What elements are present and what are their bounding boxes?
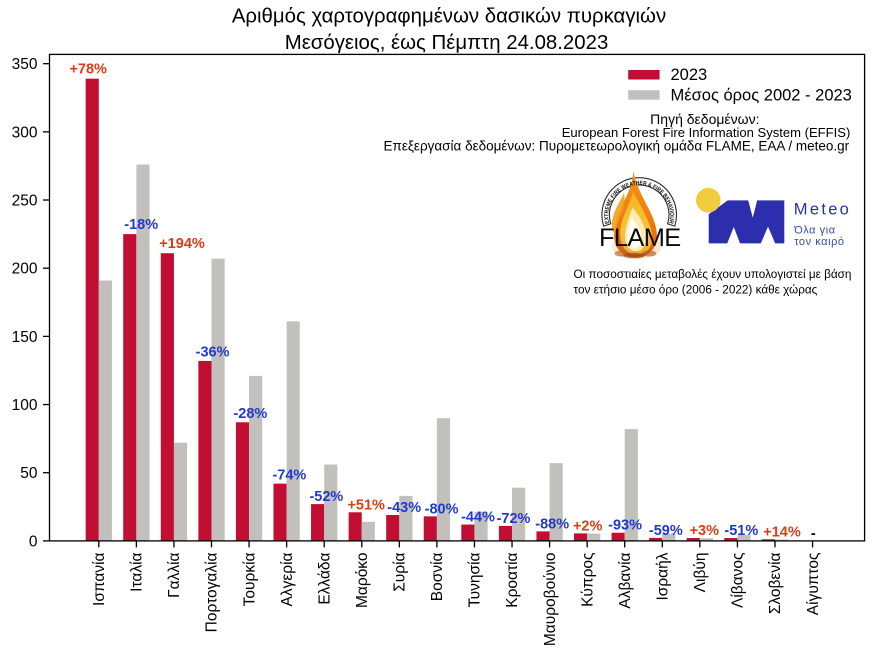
svg-text:Όλα για: Όλα για (793, 224, 836, 236)
svg-text:0: 0 (29, 533, 38, 550)
svg-text:FLAME: FLAME (599, 224, 681, 252)
svg-text:Ισραήλ: Ισραήλ (654, 552, 671, 600)
svg-text:Κύπρος: Κύπρος (579, 553, 596, 607)
svg-text:+14%: +14% (763, 524, 801, 540)
svg-text:Αριθμός χαρτογραφημένων δασικώ: Αριθμός χαρτογραφημένων δασικών πυρκαγιώ… (232, 5, 666, 27)
svg-text:-88%: -88% (535, 516, 569, 532)
svg-text:+51%: +51% (347, 497, 385, 513)
svg-text:2023: 2023 (671, 66, 708, 84)
svg-text:Αίγυπτος: Αίγυπτος (805, 553, 822, 616)
svg-text:Συρία: Συρία (392, 552, 409, 591)
svg-text:Κροατία: Κροατία (504, 552, 521, 607)
svg-text:150: 150 (12, 329, 38, 346)
svg-text:-44%: -44% (461, 510, 495, 526)
svg-text:-52%: -52% (309, 489, 343, 505)
svg-text:Meteo: Meteo (794, 200, 851, 218)
svg-text:250: 250 (12, 192, 38, 209)
svg-text:Βοσνία: Βοσνία (429, 552, 446, 601)
svg-text:Σλοβενία: Σλοβενία (767, 552, 784, 614)
svg-text:-: - (811, 526, 816, 542)
svg-text:-18%: -18% (124, 217, 158, 233)
svg-text:European Forest Fire Informati: European Forest Fire Information System … (562, 125, 851, 140)
svg-text:Γαλλία: Γαλλία (166, 552, 183, 597)
svg-text:+78%: +78% (69, 61, 107, 77)
svg-text:Λιβύη: Λιβύη (692, 553, 709, 593)
svg-text:+3%: +3% (690, 523, 720, 539)
svg-text:350: 350 (12, 56, 38, 73)
svg-text:Μαρόκο: Μαρόκο (354, 553, 371, 609)
svg-text:Ισπανία: Ισπανία (91, 552, 108, 606)
svg-text:τον ετήσιο μέσο όρο (2006 - 20: τον ετήσιο μέσο όρο (2006 - 2022) κάθε χ… (574, 284, 818, 297)
svg-text:Ελλάδα: Ελλάδα (316, 552, 333, 604)
svg-text:Τυνησία: Τυνησία (467, 552, 484, 607)
svg-text:-43%: -43% (387, 500, 421, 516)
svg-text:Πηγή δεδομένων:: Πηγή δεδομένων: (650, 111, 759, 127)
svg-text:-59%: -59% (649, 523, 683, 539)
svg-text:-80%: -80% (425, 501, 459, 517)
svg-text:Οι ποσοστιαίες μεταβολές έχουν: Οι ποσοστιαίες μεταβολές έχουν υπολογιστ… (574, 268, 852, 281)
svg-text:-51%: -51% (724, 523, 758, 539)
svg-text:Λίβανος: Λίβανος (730, 553, 747, 609)
svg-text:-74%: -74% (272, 467, 306, 483)
svg-text:Αλβανία: Αλβανία (617, 552, 634, 608)
svg-text:-28%: -28% (233, 406, 267, 422)
svg-text:-93%: -93% (608, 518, 642, 534)
svg-text:+194%: +194% (159, 236, 205, 252)
svg-text:Αλγερία: Αλγερία (279, 552, 296, 606)
svg-text:100: 100 (12, 397, 38, 414)
svg-text:+2%: +2% (573, 518, 603, 534)
svg-text:Ιταλία: Ιταλία (129, 552, 146, 591)
svg-text:-36%: -36% (196, 345, 230, 361)
svg-text:200: 200 (12, 261, 38, 278)
svg-text:Τουρκία: Τουρκία (241, 552, 258, 606)
svg-text:Μαυροβούνιο: Μαυροβούνιο (542, 553, 559, 647)
svg-text:Μέσος όρος 2002 - 2023: Μέσος όρος 2002 - 2023 (671, 87, 852, 105)
svg-text:50: 50 (20, 465, 38, 482)
svg-text:Πορτογαλία: Πορτογαλία (204, 552, 221, 632)
svg-text:τον καιρό: τον καιρό (794, 236, 844, 248)
svg-text:Επεξεργασία δεδομένων: Πυρομετ: Επεξεργασία δεδομένων: Πυρομετεωρολογική… (384, 139, 850, 154)
svg-text:300: 300 (12, 124, 38, 141)
svg-text:Μεσόγειος, έως Πέμπτη 24.08.20: Μεσόγειος, έως Πέμπτη 24.08.2023 (285, 32, 609, 54)
svg-text:-72%: -72% (497, 511, 531, 527)
